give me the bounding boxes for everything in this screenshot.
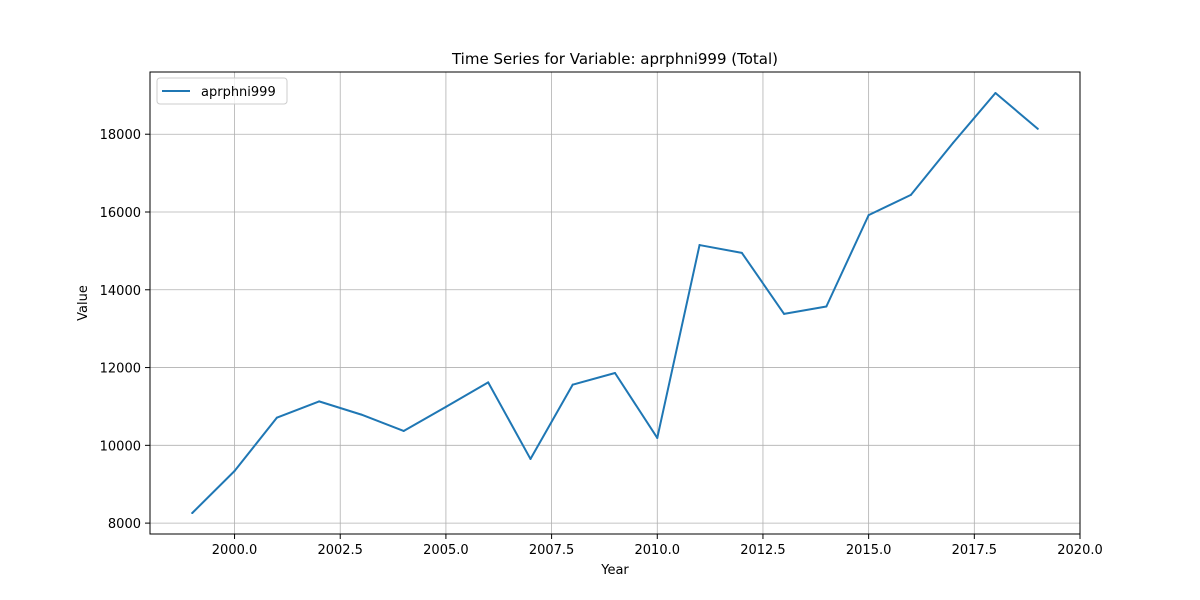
data-point [1036,127,1039,130]
y-axis-label: Value [76,285,91,321]
x-tick-label: 2000.0 [212,543,258,558]
data-point [233,470,236,472]
data-point [487,381,490,384]
chart-title: Time Series for Variable: aprphni999 (To… [451,50,778,68]
grid [150,72,1081,534]
data-point [402,429,405,432]
y-tick-label: 8000 [108,517,141,532]
legend-label: aprphni999 [201,85,276,100]
data-point [994,92,997,94]
x-tick-label: 2010.0 [635,543,681,558]
data-point [698,244,701,247]
data-point [360,413,363,416]
x-tick-label: 2020.0 [1057,543,1103,558]
data-point [191,512,194,514]
data-point [444,405,447,408]
data-point [867,214,870,217]
data-point [571,383,574,386]
x-tick-label: 2007.5 [529,543,575,558]
data-point [656,436,659,439]
series-layer [191,92,1039,514]
y-tick-label: 12000 [100,362,141,377]
y-tick-label: 18000 [100,128,141,143]
data-point [740,251,743,254]
x-tick-label: 2017.5 [952,543,998,558]
data-point [909,193,912,196]
y-tick-label: 10000 [100,439,141,454]
data-point [783,312,786,315]
y-axis-ticks: 8000 10000 12000 14000 16000 18000 [100,128,150,532]
plot-frame [149,71,1081,535]
x-tick-label: 2012.5 [740,543,786,558]
data-point [952,141,955,144]
legend-box [156,77,288,105]
y-tick-label: 16000 [100,206,141,221]
y-tick-label: 14000 [100,284,141,299]
data-point [318,400,321,403]
x-axis-label: Year [600,563,629,578]
legend: aprphni999 [156,77,288,105]
data-point [825,305,828,308]
x-axis-ticks: 2000.0 2002.5 2005.0 2007.5 2010.0 2012.5 2015… [212,534,1103,558]
series-line [191,92,1039,514]
x-tick-label: 2002.5 [317,543,363,558]
data-point [275,416,278,419]
x-tick-label: 2015.0 [846,543,892,558]
data-point [614,372,616,374]
x-tick-label: 2005.0 [423,543,469,558]
data-point [529,457,532,460]
